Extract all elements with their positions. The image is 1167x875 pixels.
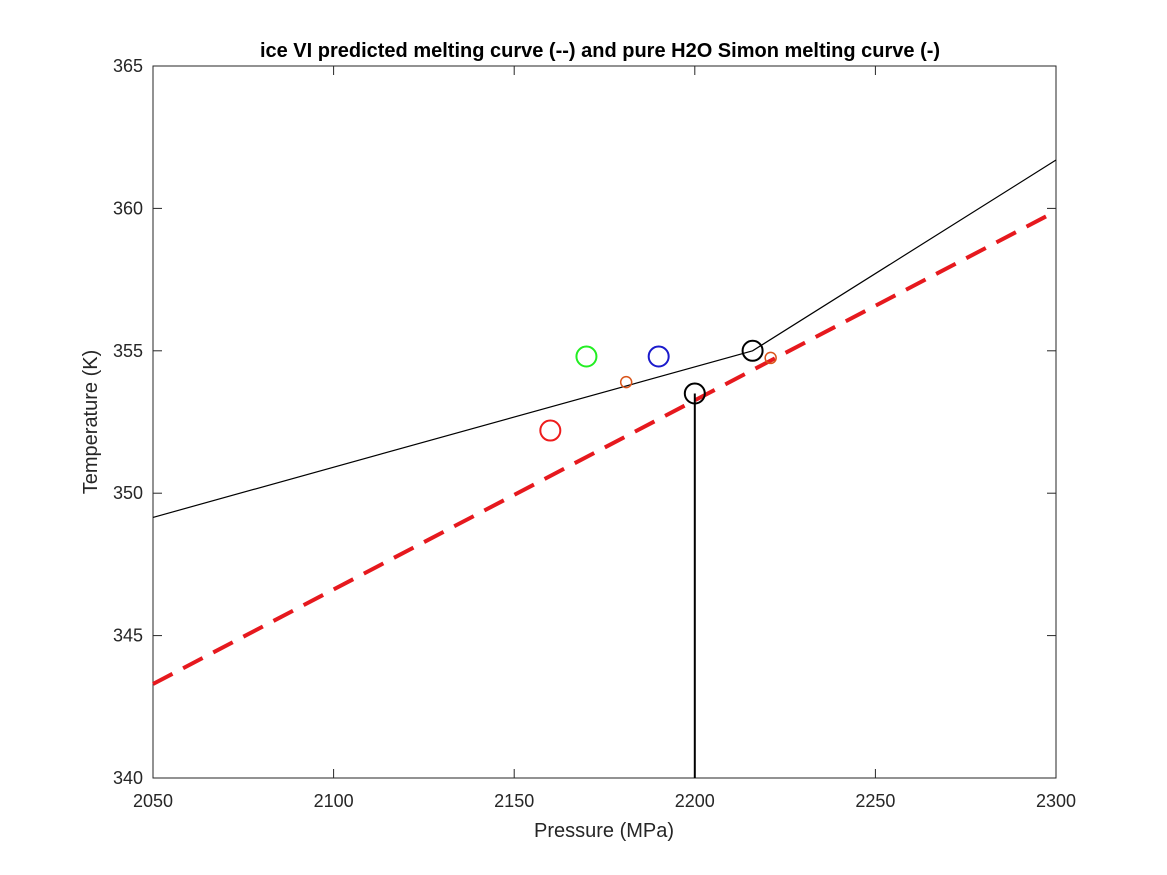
y-tick-label: 350 [113, 483, 143, 503]
x-tick-label: 2250 [855, 791, 895, 811]
x-tick-label: 2100 [314, 791, 354, 811]
x-tick-label: 2300 [1036, 791, 1076, 811]
y-tick-label: 340 [113, 768, 143, 788]
data-point-marker [683, 382, 706, 405]
data-point-marker [539, 419, 562, 442]
y-tick-label: 355 [113, 341, 143, 361]
y-axis-label: Temperature (K) [80, 350, 102, 495]
chart-title: ice VI predicted melting curve (--) and … [260, 40, 940, 62]
data-point-marker [764, 351, 777, 365]
data-point-marker [741, 339, 764, 362]
x-tick-label: 2150 [494, 791, 534, 811]
data-point-marker [575, 345, 598, 368]
axes-box [152, 65, 1057, 779]
y-tick-label: 365 [113, 56, 143, 76]
y-tick-label: 345 [113, 626, 143, 646]
x-tick-label: 2200 [675, 791, 715, 811]
data-point-marker [619, 375, 633, 389]
x-tick-label: 2050 [133, 791, 173, 811]
x-axis-label: Pressure (MPa) [534, 820, 674, 842]
y-tick-label: 360 [113, 198, 143, 218]
plot-area: 2050 2100 2150 2200 2250 2300 340 345 350 355 360 3… [113, 56, 1076, 811]
simon-melting-curve [152, 159, 1057, 518]
data-point-marker [647, 345, 670, 368]
